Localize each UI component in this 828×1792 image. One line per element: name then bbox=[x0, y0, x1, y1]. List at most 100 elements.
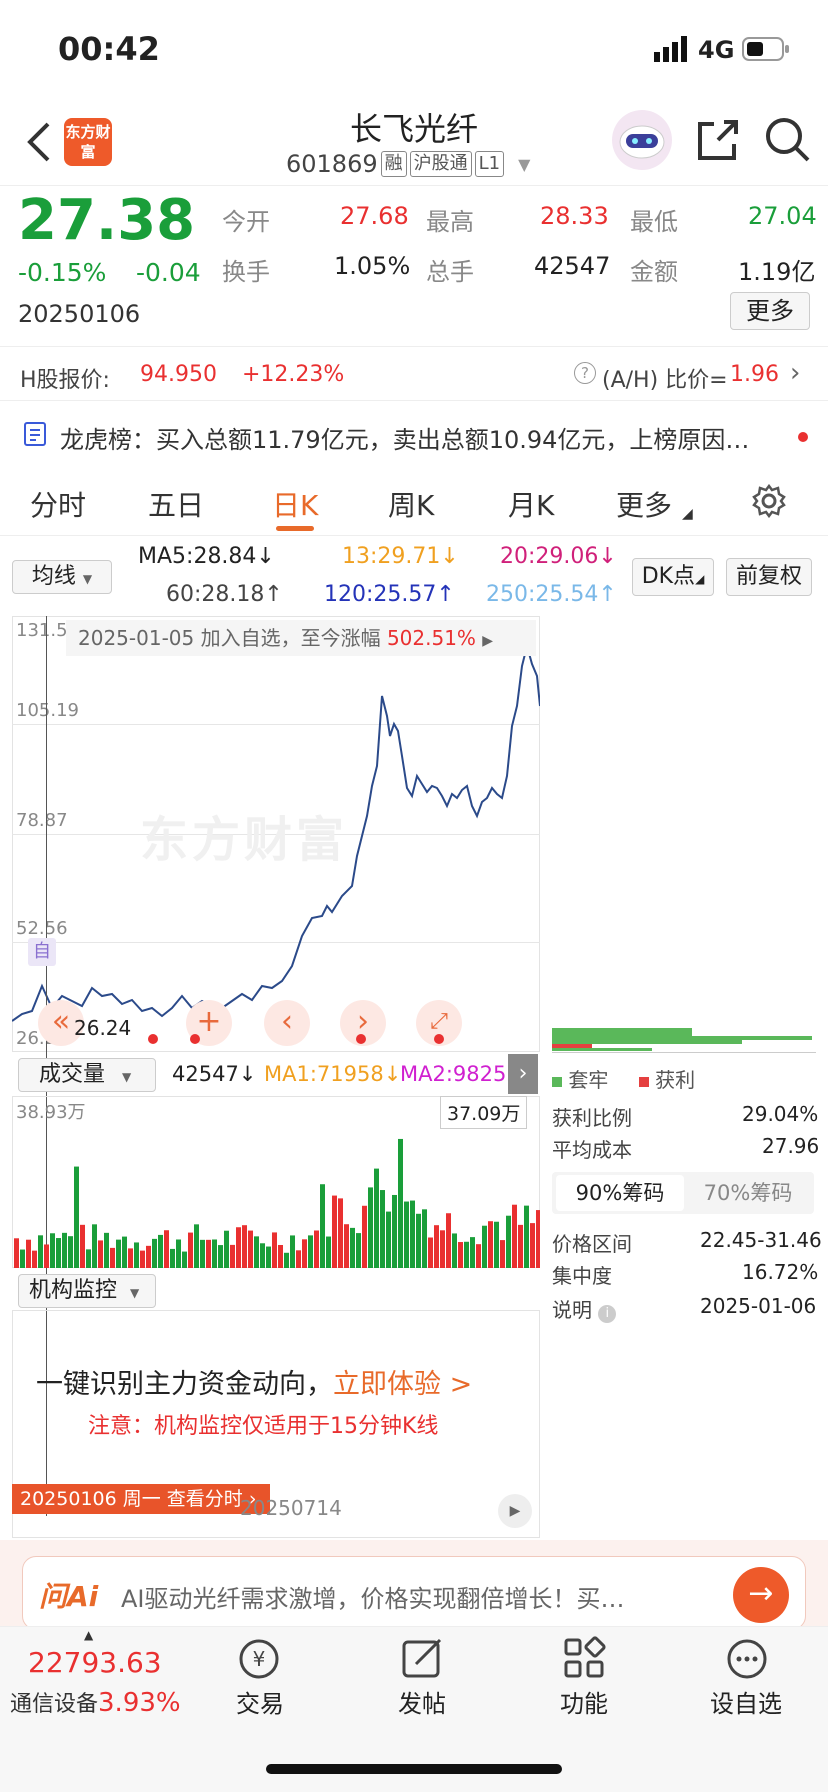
settings-gear-icon[interactable] bbox=[752, 483, 786, 522]
volume-bar bbox=[518, 1224, 523, 1268]
tab-daily-k[interactable]: 日K bbox=[272, 489, 319, 522]
volume-bar bbox=[248, 1230, 253, 1268]
volume-bar bbox=[266, 1246, 271, 1268]
volume-bar bbox=[488, 1221, 493, 1268]
trade-label[interactable]: 交易 bbox=[236, 1690, 284, 1718]
tab-five-day[interactable]: 五日 bbox=[148, 489, 205, 522]
arrow-right-icon[interactable]: → bbox=[733, 1567, 789, 1623]
sector-index-value[interactable]: 22793.63 bbox=[28, 1646, 162, 1679]
tab-weekly-k[interactable]: 周K bbox=[388, 489, 435, 522]
stock-code-row[interactable]: 601869 融 沪股通 L1 ▼ bbox=[286, 150, 530, 178]
ai-badge: 问Ai bbox=[39, 1580, 99, 1613]
date-tag[interactable]: 20250106 周一 查看分时 › bbox=[12, 1484, 270, 1514]
tab-monthly-k[interactable]: 月K bbox=[508, 489, 555, 522]
trade-icon[interactable]: ¥ bbox=[236, 1636, 282, 1686]
h-share-price: 94.950 bbox=[140, 362, 217, 387]
volume-bar bbox=[254, 1236, 259, 1268]
function-label[interactable]: 功能 bbox=[560, 1690, 608, 1718]
stock-title: 长飞光纤 bbox=[349, 110, 478, 148]
volume-bar bbox=[152, 1238, 157, 1268]
volume-bar bbox=[86, 1249, 91, 1268]
monitor-promo[interactable]: 一键识别主力资金动向，立即体验 > bbox=[36, 1362, 472, 1401]
tab-chip-90[interactable]: 90%筹码 bbox=[556, 1175, 684, 1211]
volume-bar bbox=[62, 1232, 67, 1268]
volume-bar bbox=[404, 1201, 409, 1268]
monitor-note: 注意：机构监控仅适用于15分钟K线 bbox=[88, 1414, 439, 1439]
volume-bar bbox=[476, 1244, 481, 1268]
zoom-in-icon[interactable]: + bbox=[186, 1000, 232, 1046]
explain-row[interactable]: 说明 i bbox=[552, 1294, 617, 1323]
signal-icon bbox=[654, 36, 688, 62]
volume-bar bbox=[434, 1225, 439, 1268]
ai-question-box[interactable]: 问Ai AI驱动光纤需求激增，价格实现翻倍增长！买… → bbox=[22, 1556, 806, 1630]
monitor-select[interactable]: 机构监控 ▼ bbox=[18, 1274, 156, 1308]
chevron-right-icon[interactable]: › bbox=[508, 1054, 538, 1094]
volume-bar bbox=[194, 1224, 199, 1268]
back-icon[interactable] bbox=[24, 120, 54, 168]
play-icon[interactable]: ▶ bbox=[498, 1494, 532, 1528]
ma250-value: 250:25.54↑ bbox=[486, 582, 617, 607]
volume-select[interactable]: 成交量 ▼ bbox=[18, 1058, 156, 1092]
volume-bar bbox=[116, 1239, 121, 1268]
tab-more[interactable]: 更多 bbox=[616, 489, 673, 522]
volume-bar bbox=[272, 1232, 277, 1268]
more-circle-icon[interactable] bbox=[724, 1636, 770, 1686]
tab-chip-70[interactable]: 70%筹码 bbox=[703, 1181, 793, 1205]
change-pct: -0.15% bbox=[18, 258, 107, 287]
dk-point-button[interactable]: DK点◢ bbox=[632, 558, 714, 596]
add-watchlist-label[interactable]: 设自选 bbox=[710, 1690, 782, 1718]
prev-icon[interactable]: ‹ bbox=[264, 1000, 310, 1046]
search-icon[interactable] bbox=[764, 116, 812, 168]
watchlist-note[interactable]: 2025-01-05 加入自选，至今涨幅 502.51% ▶ bbox=[66, 620, 536, 656]
fast-rewind-icon[interactable]: « bbox=[38, 1000, 84, 1046]
volume-bar bbox=[140, 1250, 145, 1268]
volume-bar bbox=[68, 1236, 73, 1268]
h-share-label: H股报价: bbox=[20, 368, 110, 393]
h-share-row[interactable]: H股报价: 94.950 +12.23% ? (A/H) 比价= 1.96 › bbox=[0, 348, 828, 400]
volume-bar bbox=[410, 1200, 415, 1268]
volume-bar bbox=[482, 1225, 487, 1268]
open-value: 27.68 bbox=[340, 202, 409, 230]
clock: 00:42 bbox=[58, 30, 160, 68]
post-label[interactable]: 发帖 bbox=[398, 1690, 446, 1718]
volume-bar bbox=[170, 1248, 175, 1268]
tab-intraday[interactable]: 分时 bbox=[30, 489, 87, 522]
volume-bar bbox=[74, 1166, 79, 1268]
volume-bar bbox=[158, 1234, 163, 1268]
volume-bar bbox=[452, 1233, 457, 1268]
post-icon[interactable] bbox=[400, 1636, 446, 1686]
ma120-value: 120:25.57↑ bbox=[324, 582, 455, 607]
volume-bar bbox=[302, 1239, 307, 1268]
chart-period-tabs: 分时 五日 日K 周K 月K 更多 ◢ bbox=[0, 470, 828, 536]
help-icon[interactable]: ? bbox=[574, 362, 596, 384]
amount-label: 金额 bbox=[630, 258, 678, 286]
signal-dot bbox=[148, 1034, 158, 1044]
volume-max-label: 38.93万 bbox=[16, 1102, 86, 1123]
volume-bar bbox=[92, 1224, 97, 1268]
volume-bar bbox=[530, 1223, 535, 1268]
share-icon[interactable] bbox=[694, 116, 742, 168]
monitor-try-link[interactable]: 立即体验 > bbox=[333, 1369, 473, 1400]
monitor-promo-text: 一键识别主力资金动向， bbox=[36, 1369, 333, 1400]
robot-avatar-icon[interactable] bbox=[612, 110, 672, 170]
volume-bar bbox=[326, 1236, 331, 1268]
more-quote-button[interactable]: 更多 bbox=[730, 292, 810, 330]
high-value: 28.33 bbox=[540, 202, 609, 230]
ma-select[interactable]: 均线 ▼ bbox=[12, 560, 112, 594]
h-share-pct: +12.23% bbox=[242, 362, 345, 387]
sector-row[interactable]: 通信设备3.93% bbox=[10, 1686, 181, 1718]
volume-bar bbox=[80, 1224, 85, 1268]
avg-cost-label: 平均成本 bbox=[552, 1138, 632, 1162]
legend-trapped: 套牢 bbox=[568, 1068, 609, 1092]
triangle-icon: ◢ bbox=[682, 506, 693, 522]
adjust-button[interactable]: 前复权 bbox=[726, 558, 812, 596]
volume-bar bbox=[230, 1244, 235, 1268]
volume-bar bbox=[446, 1213, 451, 1268]
apps-grid-icon[interactable] bbox=[562, 1636, 608, 1686]
chevron-right-icon: ▶ bbox=[482, 633, 494, 649]
volume-bar bbox=[278, 1244, 283, 1268]
concentration-value: 16.72% bbox=[742, 1260, 819, 1284]
dragon-tiger-banner[interactable]: 龙虎榜：买入总额11.79亿元，卖出总额10.94亿元，上榜原因… bbox=[0, 404, 828, 464]
volume-bar bbox=[242, 1225, 247, 1268]
volume-bar bbox=[374, 1168, 379, 1268]
